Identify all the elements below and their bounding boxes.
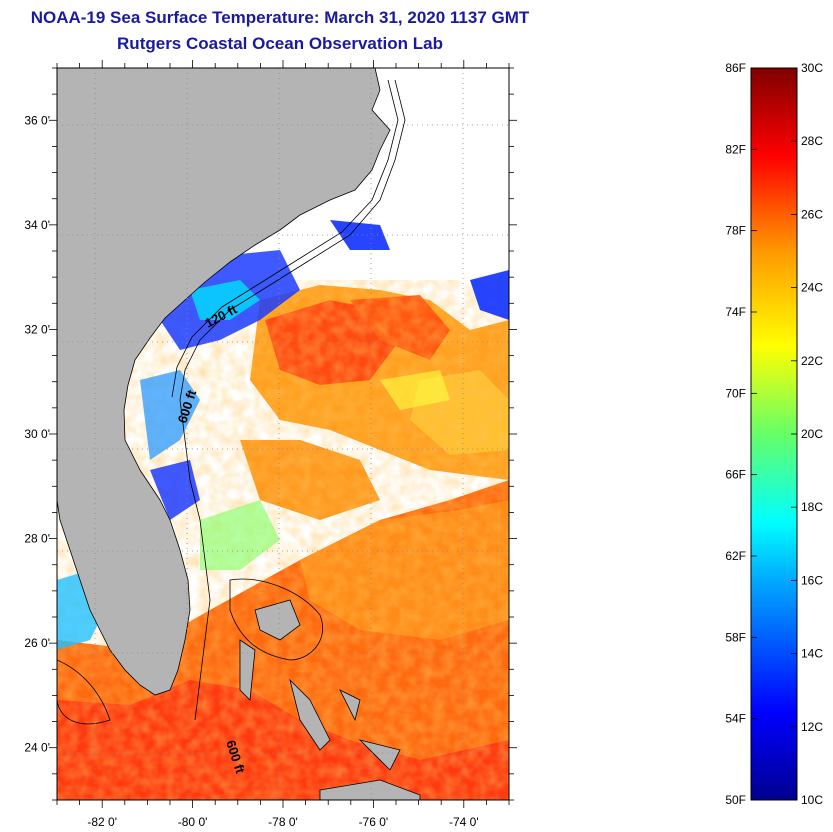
longitude-tick-labels: -82 0' -80 0' -78 0' -76 0' -74 0' [87,815,478,829]
lat-tick-label: 32 0' [24,322,50,336]
colorbar-c-label: 30C [801,61,823,75]
graticule [57,68,509,800]
colorbar-f-label: 54F [725,712,746,726]
latitude-tick-labels: 36 0' 34 0' 32 0' 30 0' 28 0' 26 0' 24 0' [24,113,50,754]
colorbar-c-label: 24C [801,281,823,295]
lat-tick-label: 30 0' [24,427,50,441]
colorbar-fahrenheit-labels: 86F 82F 78F 74F 70F 66F 62F 58F 54F 50F [725,61,757,807]
lat-tick-label: 34 0' [24,218,50,232]
colorbar-f-label: 74F [725,305,746,319]
colorbar-c-label: 26C [801,207,823,221]
colorbar-c-label: 22C [801,354,823,368]
lon-tick-label: -82 0' [87,815,117,829]
map-subtitle: Rutgers Coastal Ocean Observation Lab [117,34,443,53]
colorbar-celsius-labels: 30C 28C 26C 24C 22C 20C 18C 16C 14C 12C 10C [791,61,823,807]
lat-tick-label: 26 0' [24,636,50,650]
colorbar-c-label: 12C [801,720,823,734]
map-plot-area: 120 ft 600 ft 600 ft [57,68,509,800]
colorbar-f-label: 50F [725,793,746,807]
colorbar-c-label: 10C [801,793,823,807]
axis-ticks [49,60,517,808]
lat-tick-label: 36 0' [24,113,50,127]
colorbar-f-label: 62F [725,549,746,563]
colorbar-f-label: 70F [725,386,746,400]
colorbar-c-label: 18C [801,500,823,514]
colorbar-c-label: 16C [801,573,823,587]
sst-colorbar [750,67,798,801]
map-title: NOAA-19 Sea Surface Temperature: March 3… [30,8,530,27]
colorbar-c-label: 14C [801,647,823,661]
colorbar-f-label: 78F [725,224,746,238]
lon-tick-label: -78 0' [268,815,298,829]
colorbar-c-label: 20C [801,427,823,441]
lon-tick-label: -80 0' [178,815,208,829]
lat-tick-label: 24 0' [24,741,50,755]
colorbar-c-label: 28C [801,134,823,148]
land-mass [57,68,391,696]
bathymetry-contours [57,79,406,725]
lon-tick-label: -76 0' [359,815,389,829]
colorbar-f-label: 58F [725,630,746,644]
colorbar-f-label: 86F [725,61,746,75]
bahamas-islands [239,599,421,800]
lon-tick-label: -74 0' [449,815,479,829]
colorbar-f-label: 66F [725,468,746,482]
lat-tick-label: 28 0' [24,532,50,546]
colorbar-f-label: 82F [725,142,746,156]
